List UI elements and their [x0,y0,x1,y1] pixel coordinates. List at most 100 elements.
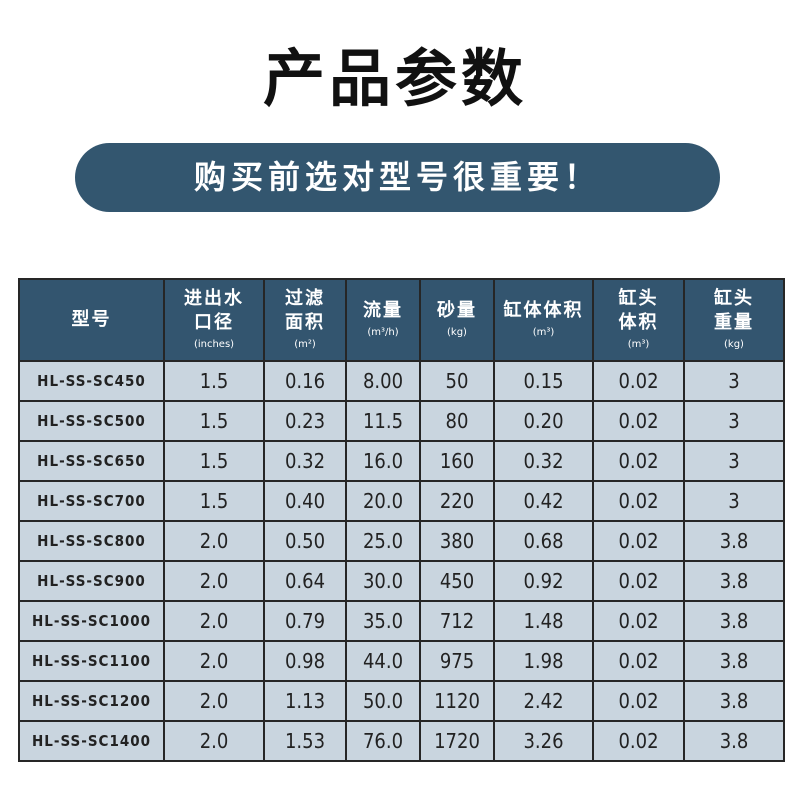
table-cell: 0.40 [263,480,347,522]
model-cell: HL-SS-SC900 [18,560,165,602]
table-cell: 20.0 [345,480,421,522]
model-cell: HL-SS-SC650 [18,440,165,482]
table-cell: 3 [683,400,785,442]
table-cell: 712 [419,600,495,642]
table-cell: 2.0 [163,720,265,762]
table-cell: 35.0 [345,600,421,642]
column-header: 过滤面积 (m²) [263,278,347,362]
table-cell: 1.5 [163,360,265,402]
table-cell: 3 [683,480,785,522]
column-header-unit: (kg) [447,327,467,338]
table-cell: 0.23 [263,400,347,442]
column-header-label: 缸头体积 [618,288,659,333]
table-cell: 160 [419,440,495,482]
column-header-label: 型号 [71,309,112,330]
model-cell: HL-SS-SC500 [18,400,165,442]
table-cell: 2.0 [163,680,265,722]
table-cell: 1720 [419,720,495,762]
table-cell: 2.0 [163,560,265,602]
table-cell: 0.02 [592,640,685,682]
table-cell: 3 [683,440,785,482]
table-cell: 3.8 [683,680,785,722]
table-cell: 76.0 [345,720,421,762]
table-cell: 1.13 [263,680,347,722]
table-cell: 0.92 [493,560,594,602]
table-cell: 2.0 [163,520,265,562]
table-cell: 0.02 [592,520,685,562]
column-header: 进出水口径 (inches) [163,278,265,362]
table-cell: 1120 [419,680,495,722]
table-cell: 0.98 [263,640,347,682]
column-header-label: 砂量 [437,300,477,321]
table-row: HL-SS-SC900 2.0 0.64 30.0 450 0.92 0.02 3.8 [18,560,785,602]
table-cell: 50.0 [345,680,421,722]
table-cell: 380 [419,520,495,562]
model-cell: HL-SS-SC1200 [18,680,165,722]
table-cell: 0.79 [263,600,347,642]
column-header-unit: (kg) [724,339,744,350]
table-cell: 1.5 [163,480,265,522]
table-cell: 3.8 [683,600,785,642]
table-cell: 0.20 [493,400,594,442]
table-cell: 1.98 [493,640,594,682]
column-header-unit: (inches) [193,339,235,350]
model-cell: HL-SS-SC1000 [18,600,165,642]
table-cell: 8.00 [345,360,421,402]
table-cell: 11.5 [345,400,421,442]
table-cell: 220 [419,480,495,522]
table-cell: 2.42 [493,680,594,722]
table-cell: 25.0 [345,520,421,562]
column-header-unit: (m³) [532,327,555,338]
table-cell: 3.8 [683,520,785,562]
spec-table: 型号 进出水口径 (inches) 过滤面积 (m²) 流量 (m³/h) 砂量 (kg) 缸体体… [18,278,785,762]
column-header-unit: (m³) [627,339,650,350]
table-cell: 44.0 [345,640,421,682]
table-cell: 0.02 [592,680,685,722]
table-cell: 0.02 [592,560,685,602]
table-cell: 2.0 [163,640,265,682]
model-cell: HL-SS-SC1100 [18,640,165,682]
table-cell: 1.5 [163,440,265,482]
table-cell: 30.0 [345,560,421,602]
notice-banner: 购买前选对型号很重要！ [75,143,720,212]
model-cell: HL-SS-SC800 [18,520,165,562]
table-cell: 0.02 [592,600,685,642]
model-cell: HL-SS-SC700 [18,480,165,522]
table-cell: 3.8 [683,720,785,762]
column-header-label: 过滤面积 [285,288,325,333]
table-cell: 50 [419,360,495,402]
table-row: HL-SS-SC1100 2.0 0.98 44.0 975 1.98 0.02 3.8 [18,640,785,682]
table-cell: 2.0 [163,600,265,642]
column-header: 砂量 (kg) [419,278,495,362]
table-row: HL-SS-SC700 1.5 0.40 20.0 220 0.42 0.02 3 [18,480,785,522]
table-cell: 3.8 [683,560,785,602]
table-cell: 1.48 [493,600,594,642]
table-cell: 0.16 [263,360,347,402]
table-cell: 0.02 [592,480,685,522]
table-cell: 16.0 [345,440,421,482]
table-cell: 80 [419,400,495,442]
table-cell: 450 [419,560,495,602]
table-cell: 975 [419,640,495,682]
table-cell: 0.02 [592,360,685,402]
page-title: 产品参数 [262,42,527,115]
table-cell: 1.5 [163,400,265,442]
table-cell: 0.02 [592,720,685,762]
column-header-label: 进出水口径 [184,288,244,333]
column-header-label: 流量 [363,300,403,321]
header-row: 型号 进出水口径 (inches) 过滤面积 (m²) 流量 (m³/h) 砂量 (kg) 缸体体… [18,278,785,362]
column-header-label: 缸头重量 [714,288,754,333]
table-cell: 0.42 [493,480,594,522]
column-header-unit: (m²) [294,339,316,350]
table-cell: 0.02 [592,440,685,482]
table-cell: 1.53 [263,720,347,762]
table-cell: 3.8 [683,640,785,682]
table-row: HL-SS-SC450 1.5 0.16 8.00 50 0.15 0.02 3 [18,360,785,402]
table-cell: 3 [683,360,785,402]
table-cell: 0.64 [263,560,347,602]
model-cell: HL-SS-SC1400 [18,720,165,762]
column-header: 型号 [18,278,165,362]
table-cell: 0.02 [592,400,685,442]
table-cell: 3.26 [493,720,594,762]
